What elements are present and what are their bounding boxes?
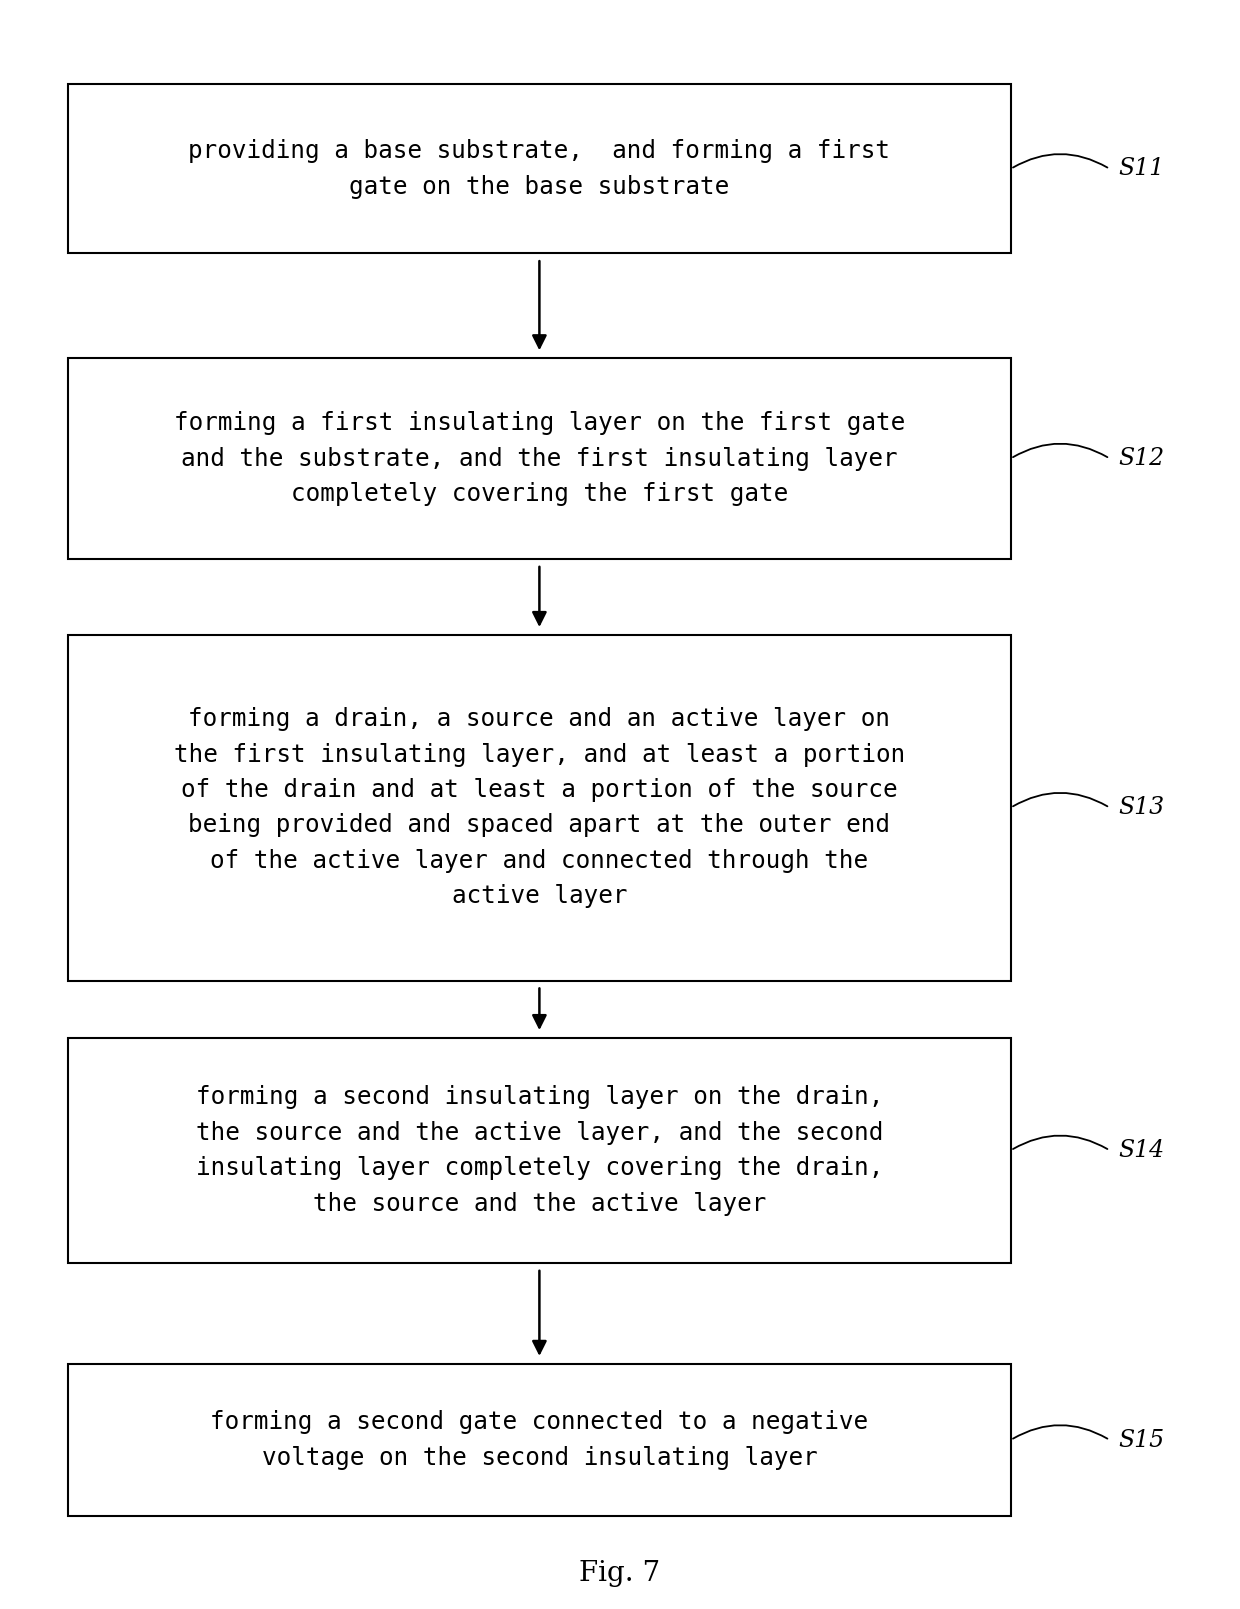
Bar xyxy=(68,359,1011,560)
Text: S12: S12 xyxy=(1118,447,1164,470)
Bar xyxy=(68,85,1011,254)
Text: forming a drain, a source and an active layer on
the first insulating layer, and: forming a drain, a source and an active … xyxy=(174,708,905,907)
Bar xyxy=(68,1364,1011,1516)
Text: providing a base substrate,  and forming a first
gate on the base substrate: providing a base substrate, and forming … xyxy=(188,140,890,198)
Text: forming a second insulating layer on the drain,
the source and the active layer,: forming a second insulating layer on the… xyxy=(196,1086,883,1215)
Text: S11: S11 xyxy=(1118,158,1164,180)
Text: S13: S13 xyxy=(1118,796,1164,819)
Text: forming a first insulating layer on the first gate
and the substrate, and the fi: forming a first insulating layer on the … xyxy=(174,412,905,505)
Bar xyxy=(68,1038,1011,1263)
Text: S15: S15 xyxy=(1118,1429,1164,1451)
Text: Fig. 7: Fig. 7 xyxy=(579,1561,661,1586)
Text: S14: S14 xyxy=(1118,1139,1164,1162)
Bar xyxy=(68,634,1011,980)
Text: forming a second gate connected to a negative
voltage on the second insulating l: forming a second gate connected to a neg… xyxy=(211,1411,868,1469)
